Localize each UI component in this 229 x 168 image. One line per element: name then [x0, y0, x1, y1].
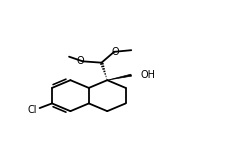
- Text: Cl: Cl: [27, 105, 37, 115]
- Polygon shape: [107, 74, 131, 80]
- Text: O: O: [111, 47, 119, 56]
- Text: OH: OH: [140, 70, 155, 80]
- Text: O: O: [76, 56, 84, 66]
